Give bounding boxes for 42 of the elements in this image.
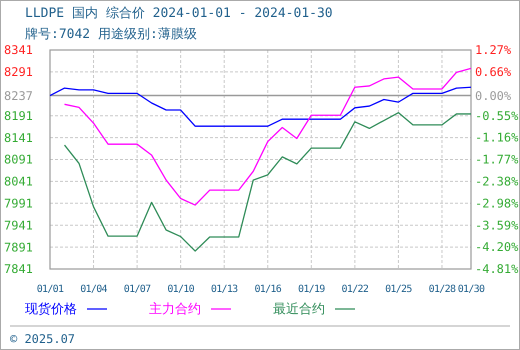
line-series — [64, 112, 472, 252]
legend-label: 最近合约 — [273, 302, 325, 317]
y2-tick-label: 1.27% — [475, 43, 512, 58]
y-tick-label: 8237 — [4, 88, 33, 103]
y-tick-label: 8291 — [4, 65, 33, 80]
y-tick-label: 7891 — [4, 240, 33, 254]
chart-title: LLDPE 国内 综合价 2024-01-01 - 2024-01-30 — [25, 6, 333, 21]
y-tick-label: 7991 — [4, 196, 33, 210]
line-series — [64, 68, 472, 206]
y2-tick-label: 0.00% — [475, 88, 512, 103]
x-tick-label: 01/30 — [458, 284, 485, 295]
y2-tick-label: -2.98% — [475, 196, 520, 210]
legend-label: 主力合约 — [149, 301, 201, 317]
x-tick-label: 01/22 — [342, 284, 369, 295]
x-tick-label: 01/25 — [385, 284, 412, 295]
x-tick-label: 01/10 — [167, 284, 195, 295]
x-tick-label: 01/01 — [36, 284, 64, 295]
y-tick-label: 8191 — [4, 108, 33, 123]
y-tick-label: 7941 — [4, 218, 33, 232]
y-tick-label: 7841 — [4, 262, 33, 276]
legend-label: 现货价格 — [25, 302, 77, 317]
y-tick-label: 8091 — [4, 152, 33, 167]
y2-tick-label: -1.77% — [475, 152, 520, 167]
x-tick-label: 01/04 — [80, 284, 108, 295]
chart-subtitle: 牌号:7042 用途级别:薄膜级 — [25, 27, 197, 42]
y2-tick-label: -4.20% — [475, 240, 520, 254]
x-tick-label: 01/28 — [428, 284, 456, 295]
y-tick-label: 8141 — [4, 130, 33, 145]
x-tick-label: 01/19 — [298, 284, 326, 295]
x-tick-label: 01/16 — [254, 284, 282, 295]
x-tick-label: 01/07 — [124, 284, 152, 295]
y2-tick-label: -2.38% — [475, 174, 520, 189]
line-series — [49, 86, 472, 127]
y-tick-label: 8341 — [4, 43, 33, 58]
y2-tick-label: -1.16% — [475, 130, 520, 145]
x-tick-label: 01/13 — [210, 284, 238, 295]
y-tick-label: 8041 — [4, 174, 33, 189]
y2-tick-label: -3.59% — [475, 218, 520, 232]
text: © 2025.07 — [10, 332, 76, 346]
y2-tick-label: -4.81% — [475, 262, 520, 276]
y2-tick-label: -0.55% — [475, 108, 520, 123]
y2-tick-label: 0.66% — [475, 65, 512, 80]
